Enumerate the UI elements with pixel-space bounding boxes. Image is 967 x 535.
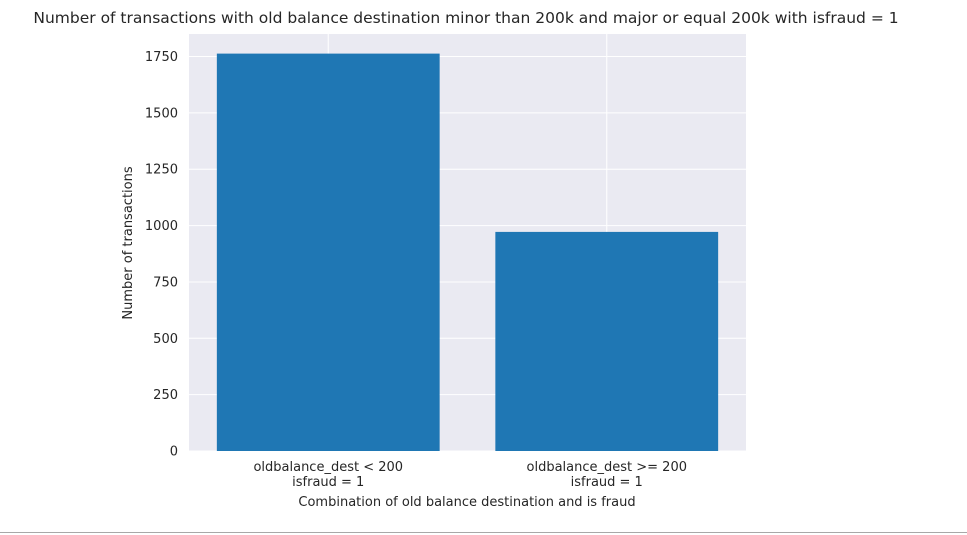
- bars: [216, 53, 719, 452]
- y-tick-label: 500: [153, 332, 178, 347]
- chart-title: Number of transactions with old balance …: [33, 9, 898, 27]
- bottom-divider: [0, 532, 967, 533]
- x-tick-labels: oldbalance_dest < 200 isfraud = 1 oldbalan…: [253, 460, 687, 490]
- bar: [216, 53, 440, 452]
- x-tick-label: oldbalance_dest >= 200 isfraud = 1: [527, 460, 687, 490]
- y-tick-label: 750: [153, 275, 178, 290]
- bar: [495, 231, 719, 451]
- y-tick-label: 0: [170, 445, 178, 460]
- y-tick-labels: 0 250 500 750 1000 1250 1500 1750: [145, 50, 178, 459]
- y-axis-label: Number of transactions: [121, 166, 136, 319]
- x-axis-label: Combination of old balance destination a…: [298, 495, 635, 510]
- y-tick-label: 1750: [145, 50, 178, 65]
- y-tick-label: 1250: [145, 163, 178, 178]
- y-tick-label: 250: [153, 388, 178, 403]
- y-tick-label: 1000: [145, 219, 178, 234]
- x-tick-label: oldbalance_dest < 200 isfraud = 1: [253, 460, 403, 490]
- y-tick-label: 1500: [145, 106, 178, 121]
